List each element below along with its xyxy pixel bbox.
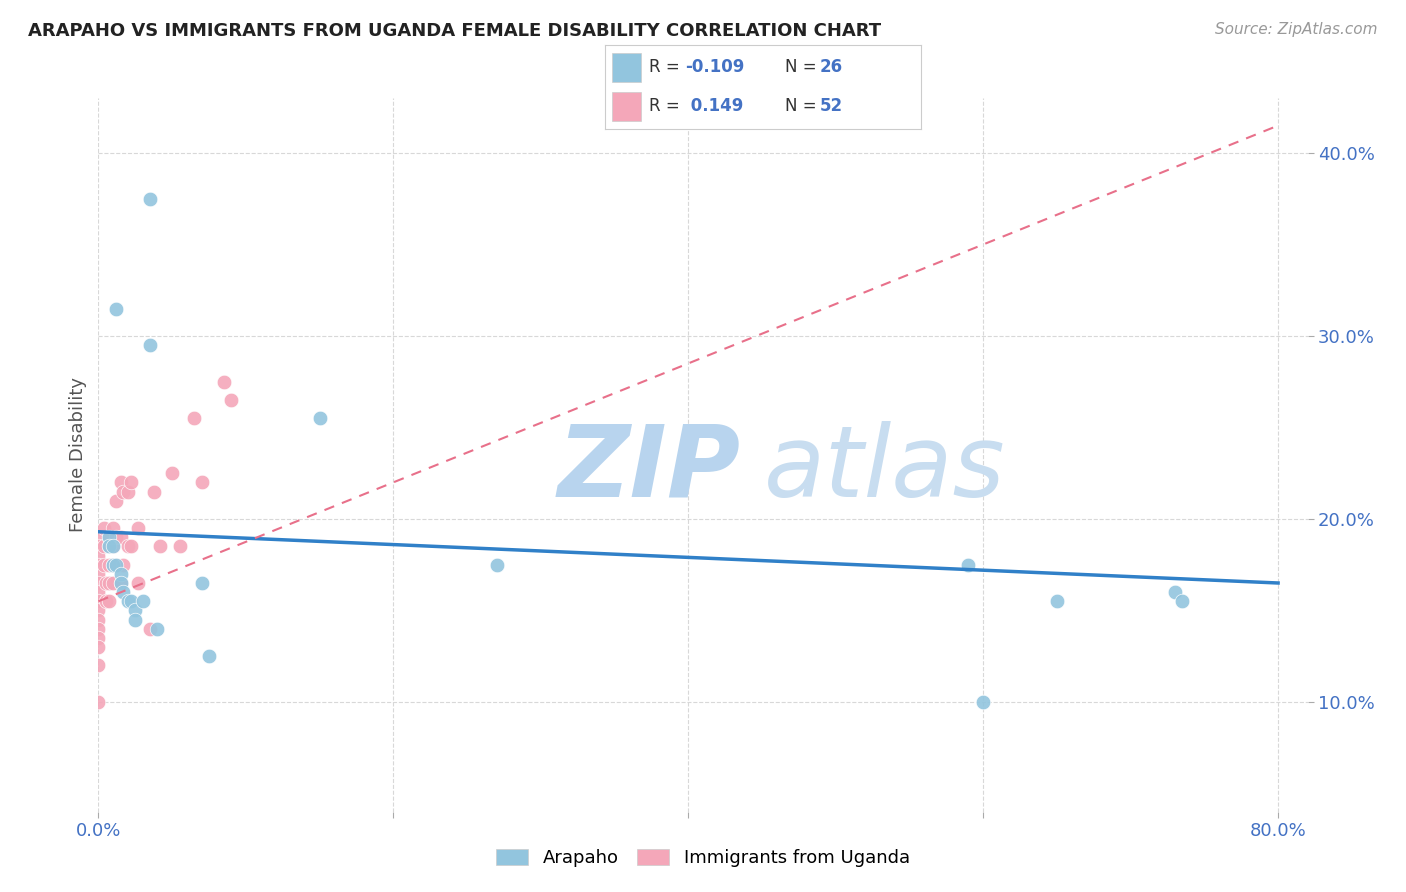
Point: [112, 585, 135, 599]
Point: [120, 475, 142, 490]
Point: [149, 540, 172, 554]
Point: [87, 594, 110, 608]
Point: [110, 566, 132, 581]
Point: [1171, 594, 1194, 608]
Point: [124, 613, 146, 627]
Point: [101, 521, 124, 535]
FancyBboxPatch shape: [613, 54, 641, 82]
Point: [485, 558, 508, 572]
Point: [87, 695, 110, 709]
Point: [101, 558, 124, 572]
Point: [97, 576, 120, 591]
Point: [87, 549, 110, 563]
Text: N =: N =: [785, 96, 821, 114]
Point: [94, 576, 117, 591]
Point: [87, 585, 110, 599]
Point: [97, 558, 120, 572]
Point: [957, 558, 980, 572]
Point: [87, 576, 110, 591]
Point: [110, 530, 132, 544]
Point: [146, 622, 169, 636]
Point: [87, 603, 110, 617]
Point: [101, 540, 124, 554]
Point: [219, 392, 242, 407]
Point: [972, 695, 994, 709]
Point: [94, 594, 117, 608]
Text: 26: 26: [820, 58, 842, 76]
Point: [87, 530, 110, 544]
Point: [97, 594, 120, 608]
Point: [183, 411, 205, 425]
Text: Source: ZipAtlas.com: Source: ZipAtlas.com: [1215, 22, 1378, 37]
Point: [97, 540, 120, 554]
Point: [93, 540, 115, 554]
Point: [87, 658, 110, 673]
Point: [190, 475, 212, 490]
Point: [101, 576, 124, 591]
Point: [120, 594, 142, 608]
Text: atlas: atlas: [763, 421, 1005, 517]
FancyBboxPatch shape: [613, 92, 641, 120]
Point: [112, 558, 135, 572]
Point: [308, 411, 330, 425]
Text: -0.109: -0.109: [685, 58, 745, 76]
Point: [139, 338, 162, 352]
Point: [198, 649, 221, 664]
Text: R =: R =: [650, 96, 685, 114]
Point: [139, 192, 162, 206]
Point: [160, 467, 183, 481]
Point: [124, 603, 146, 617]
Point: [93, 521, 115, 535]
Point: [87, 622, 110, 636]
Point: [1046, 594, 1069, 608]
Text: 52: 52: [820, 96, 842, 114]
Point: [87, 613, 110, 627]
Point: [110, 475, 132, 490]
Point: [127, 576, 149, 591]
Point: [110, 576, 132, 591]
Point: [190, 576, 212, 591]
Point: [117, 540, 139, 554]
Text: ARAPAHO VS IMMIGRANTS FROM UGANDA FEMALE DISABILITY CORRELATION CHART: ARAPAHO VS IMMIGRANTS FROM UGANDA FEMALE…: [28, 22, 882, 40]
Point: [139, 622, 162, 636]
Point: [101, 540, 124, 554]
Point: [87, 540, 110, 554]
Point: [87, 558, 110, 572]
Text: 0.149: 0.149: [685, 96, 744, 114]
Point: [117, 484, 139, 499]
Text: N =: N =: [785, 58, 821, 76]
Point: [87, 640, 110, 654]
Text: R =: R =: [650, 58, 685, 76]
Legend: Arapaho, Immigrants from Uganda: Arapaho, Immigrants from Uganda: [489, 841, 917, 874]
Point: [105, 558, 128, 572]
Point: [169, 540, 191, 554]
Point: [87, 566, 110, 581]
Point: [131, 594, 153, 608]
Text: ZIP: ZIP: [558, 421, 741, 517]
Point: [87, 631, 110, 645]
Point: [212, 375, 235, 389]
Point: [105, 558, 128, 572]
Point: [93, 558, 115, 572]
Point: [105, 530, 128, 544]
Point: [105, 493, 128, 508]
Point: [97, 540, 120, 554]
Point: [101, 558, 124, 572]
Point: [127, 521, 149, 535]
Point: [110, 576, 132, 591]
Point: [105, 301, 128, 316]
Point: [97, 530, 120, 544]
Point: [97, 530, 120, 544]
Y-axis label: Female Disability: Female Disability: [69, 377, 87, 533]
Point: [117, 594, 139, 608]
Point: [120, 540, 142, 554]
Point: [1164, 585, 1187, 599]
Point: [112, 484, 135, 499]
Point: [143, 484, 166, 499]
